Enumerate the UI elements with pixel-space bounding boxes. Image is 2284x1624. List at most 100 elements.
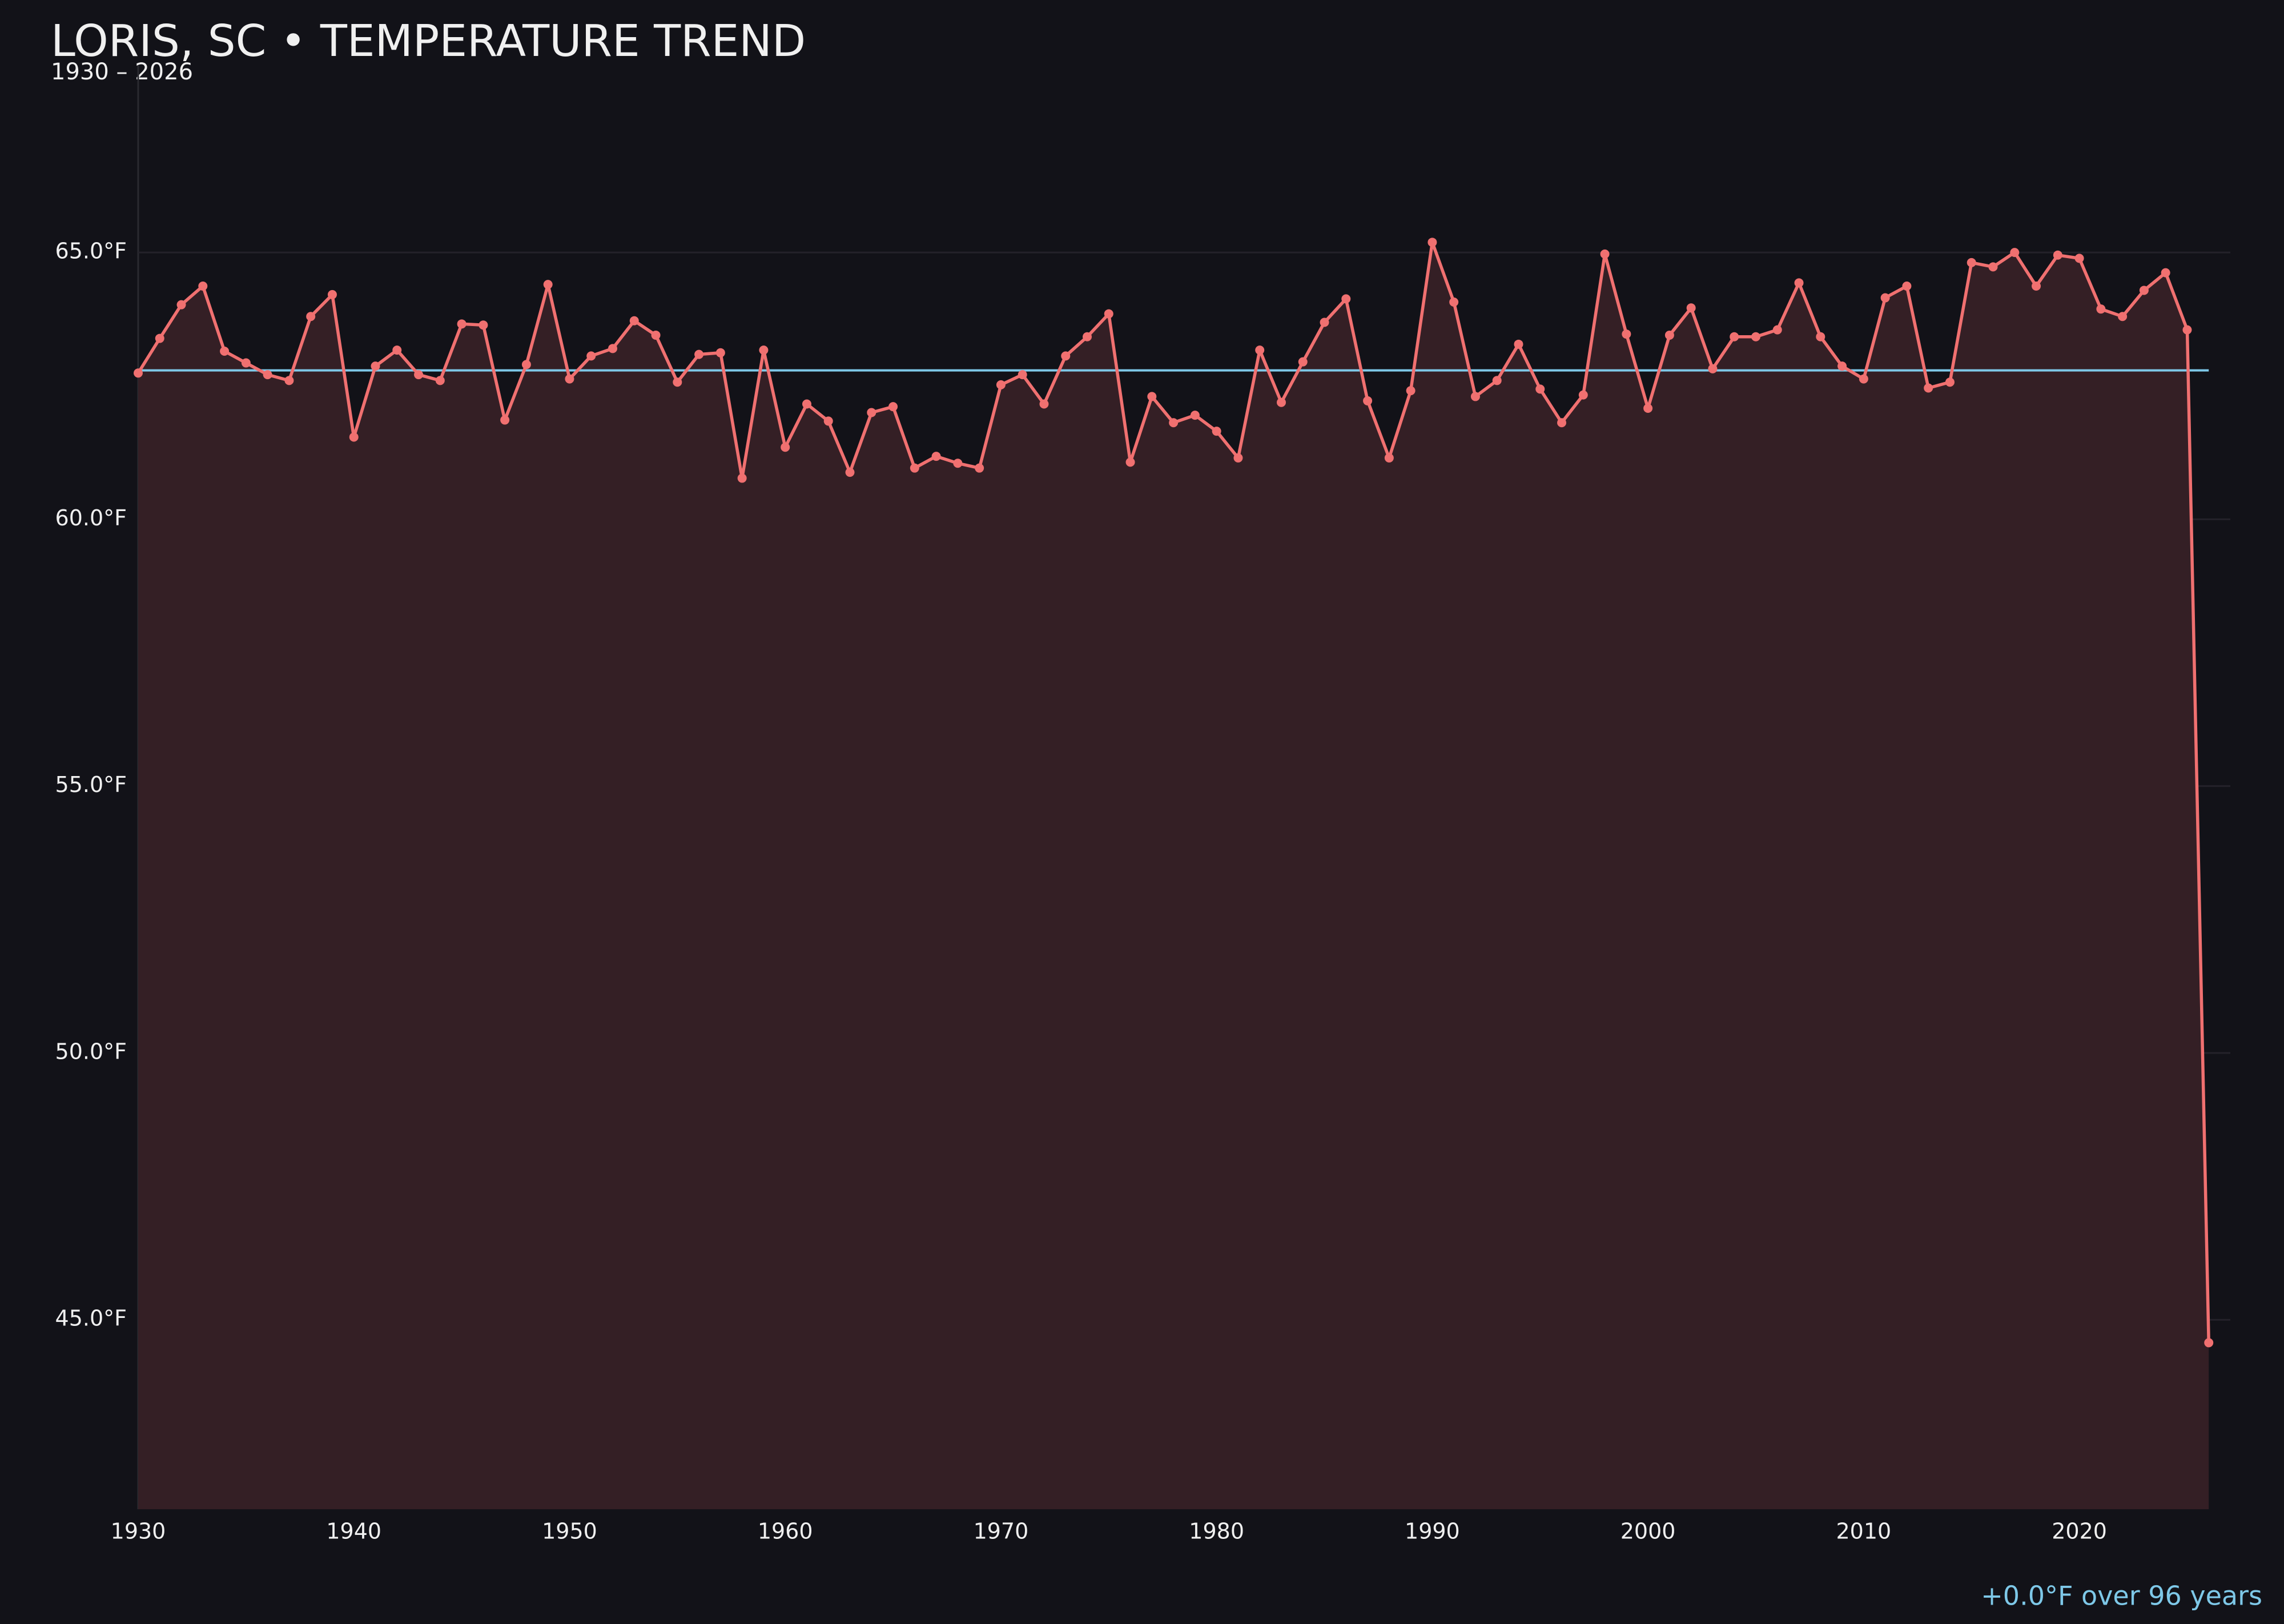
point [1125,457,1135,467]
point [349,432,359,442]
point [1104,309,1113,319]
y-tick-label: 45.0°F [55,1306,127,1331]
x-tick-label: 1960 [758,1519,813,1544]
point [1061,351,1071,361]
point [651,330,661,340]
point [1859,374,1868,384]
point [1816,332,1825,341]
point [198,281,208,291]
point [715,348,725,357]
point [673,377,682,387]
chart-title: LORIS, SC • TEMPERATURE TREND [51,16,806,67]
y-tick-label: 65.0°F [55,239,127,264]
point [1600,249,1610,259]
point [1794,278,1804,288]
point [996,380,1006,389]
point [1686,303,1696,313]
point [1945,377,1955,387]
point [1298,357,1308,367]
point [1535,384,1545,394]
point [867,408,876,417]
point [1578,390,1588,400]
point [1083,332,1092,341]
point [1880,293,1890,303]
point [2053,250,2062,260]
point [1190,411,1200,420]
point [284,376,294,385]
point [1514,339,1523,349]
point [1169,418,1179,428]
point [521,360,531,369]
x-tick-label: 1990 [1405,1519,1460,1544]
point [1384,453,1394,463]
point [1924,383,1933,393]
point [1341,294,1351,304]
x-tick-label: 1940 [326,1519,381,1544]
point [241,358,251,368]
point [629,316,639,325]
point [500,415,510,425]
point [1708,364,1718,373]
point [1557,418,1567,428]
point [608,344,618,353]
point [2161,268,2170,278]
point [2032,281,2041,291]
point [2118,312,2128,321]
point [1233,453,1243,463]
point [931,452,941,461]
point [2204,1338,2214,1348]
point [176,300,186,309]
point [1039,399,1049,409]
area [138,242,2209,1509]
point [845,468,855,477]
point [1276,397,1286,407]
point [1643,403,1653,413]
y-tick-label: 50.0°F [55,1039,127,1064]
point [478,320,488,330]
point [2096,304,2106,314]
point [1492,376,1502,385]
point [1751,332,1760,341]
annotation: +0.0°F over 96 years [1981,1581,2262,1611]
point [1967,258,1976,267]
point [263,370,272,380]
point [457,319,467,329]
point [155,333,164,343]
y-tick-label: 55.0°F [55,772,127,797]
point [220,346,230,356]
point [953,459,963,468]
point [1406,386,1416,396]
point [802,399,811,409]
point [586,351,596,361]
point [1449,298,1459,307]
point [1427,238,1437,247]
point [306,312,316,321]
point [1470,392,1480,401]
point [2010,248,2020,258]
point [975,463,984,473]
point [823,416,833,426]
point [781,443,790,452]
point [1730,332,1739,341]
point [414,370,424,380]
point [1363,396,1373,405]
point [1255,345,1265,355]
x-tick-label: 2020 [2052,1519,2107,1544]
point [1018,370,1027,380]
point [392,345,402,355]
point [2182,325,2192,335]
x-tick-label: 1950 [542,1519,597,1544]
point [1772,325,1782,335]
point [1622,329,1631,339]
x-tick-label: 1980 [1189,1519,1244,1544]
x-tick-label: 1970 [974,1519,1029,1544]
point [888,402,898,412]
point [737,473,747,483]
x-tick-label: 1930 [111,1519,166,1544]
point [1320,317,1329,327]
point [759,345,769,355]
point [543,280,553,290]
point [134,368,143,378]
